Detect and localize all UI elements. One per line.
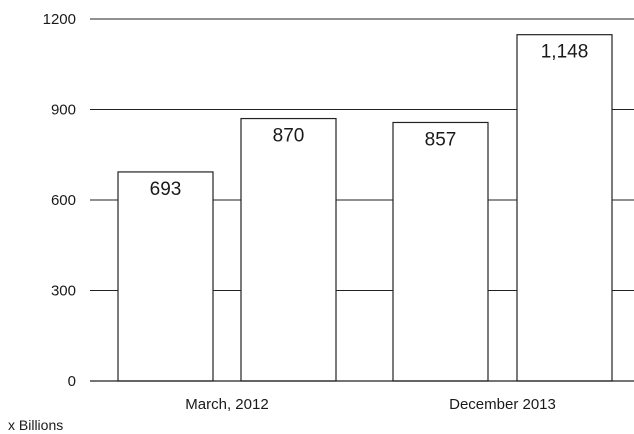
- y-tick-label-1200: 1200: [43, 11, 76, 28]
- bars: 693 870 857 1,148: [90, 34, 634, 382]
- unit-label: x Billions: [8, 417, 63, 433]
- y-tick-label-600: 600: [51, 192, 76, 209]
- data-label-4: 1,148: [541, 42, 589, 63]
- y-tick-label-300: 300: [51, 283, 76, 300]
- bar-4: [516, 34, 613, 382]
- bar-1: [117, 171, 214, 382]
- category-label-2: December 2013: [449, 396, 556, 413]
- data-label-2: 870: [273, 126, 305, 147]
- data-label-3: 857: [425, 129, 457, 150]
- x-axis-categories: March, 2012 December 2013: [185, 396, 556, 413]
- category-label-1: March, 2012: [185, 396, 268, 413]
- y-axis-ticks: 0 300 600 900 1200: [43, 11, 76, 390]
- data-label-1: 693: [150, 179, 182, 200]
- bar-2: [240, 117, 337, 382]
- y-tick-label-0: 0: [68, 373, 76, 390]
- bar-3: [392, 121, 489, 382]
- y-tick-label-900: 900: [51, 102, 76, 119]
